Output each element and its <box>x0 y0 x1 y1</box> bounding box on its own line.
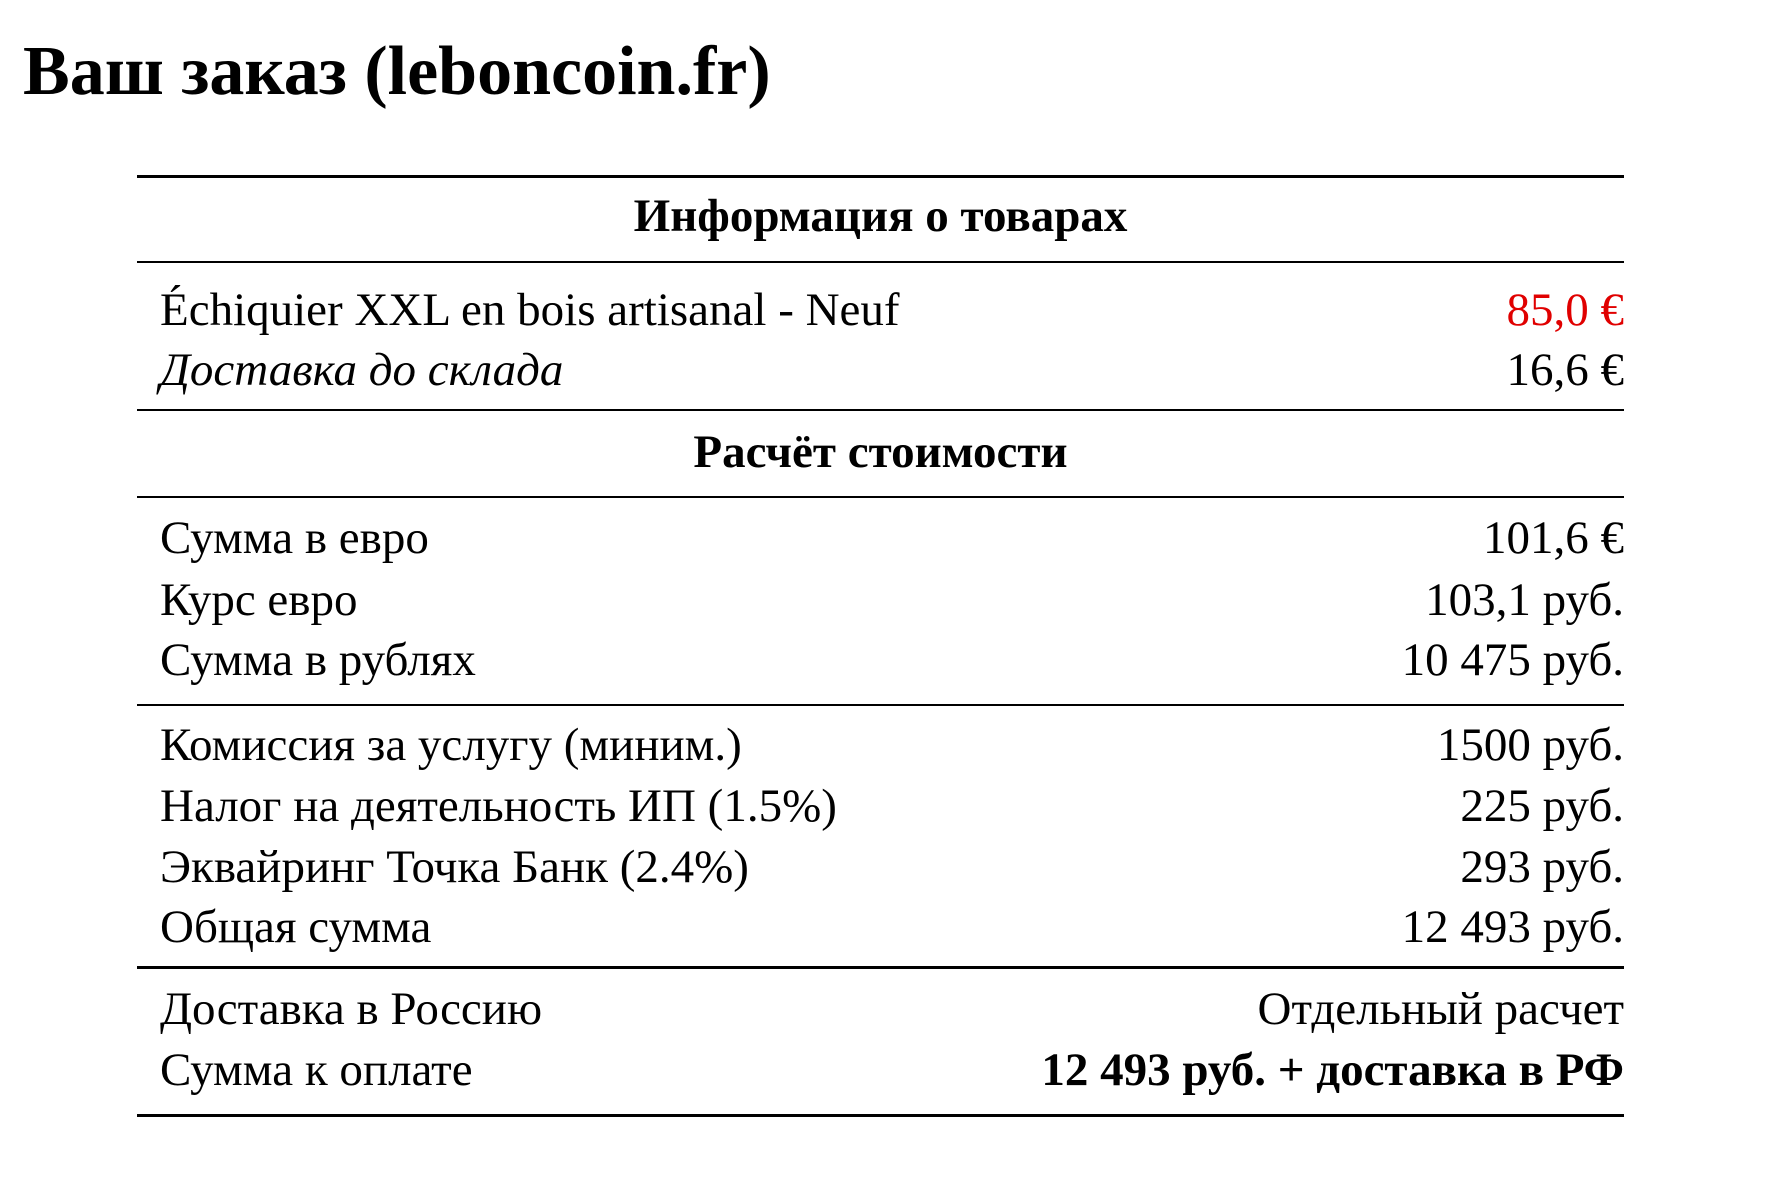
row-value: 1500 руб. <box>1436 719 1624 771</box>
row-label: Сумма в рублях <box>160 634 476 686</box>
row-label: Сумма к оплате <box>160 1044 473 1096</box>
row-label: Сумма в евро <box>160 512 429 564</box>
rule <box>137 704 1624 706</box>
row-value: 101,6 € <box>1483 512 1624 564</box>
row-value: 225 руб. <box>1460 780 1624 832</box>
row-value: 10 475 руб. <box>1401 634 1624 686</box>
row-label: Доставка в Россию <box>160 983 543 1035</box>
row-value: 12 493 руб. + доставка в РФ <box>1041 1044 1624 1096</box>
page-title: Ваш заказ (leboncoin.fr) <box>23 33 771 110</box>
section-heading: Информация о товарах <box>633 190 1128 242</box>
row-value: 85,0 € <box>1506 284 1625 336</box>
row-label: Доставка до склада <box>160 344 564 396</box>
row-value: Отдельный расчет <box>1257 983 1624 1035</box>
row-label: Общая сумма <box>160 901 432 953</box>
row-label: Эквайринг Точка Банк (2.4%) <box>160 841 749 893</box>
row-label: Échiquier XXL en bois artisanal - Neuf <box>160 284 900 336</box>
section-heading: Расчёт стоимости <box>693 426 1068 478</box>
rule <box>137 409 1624 411</box>
rule <box>137 175 1624 178</box>
rule <box>137 1114 1624 1117</box>
row-label: Налог на деятельность ИП (1.5%) <box>160 780 837 832</box>
row-value: 16,6 € <box>1506 344 1625 396</box>
row-label: Комиссия за услугу (миним.) <box>160 719 742 771</box>
row-value: 103,1 руб. <box>1425 574 1624 626</box>
row-label: Курс евро <box>160 574 358 626</box>
row-value: 12 493 руб. <box>1401 901 1624 953</box>
rule <box>137 496 1624 498</box>
rule <box>137 261 1624 263</box>
rule <box>137 966 1624 969</box>
row-value: 293 руб. <box>1460 841 1624 893</box>
